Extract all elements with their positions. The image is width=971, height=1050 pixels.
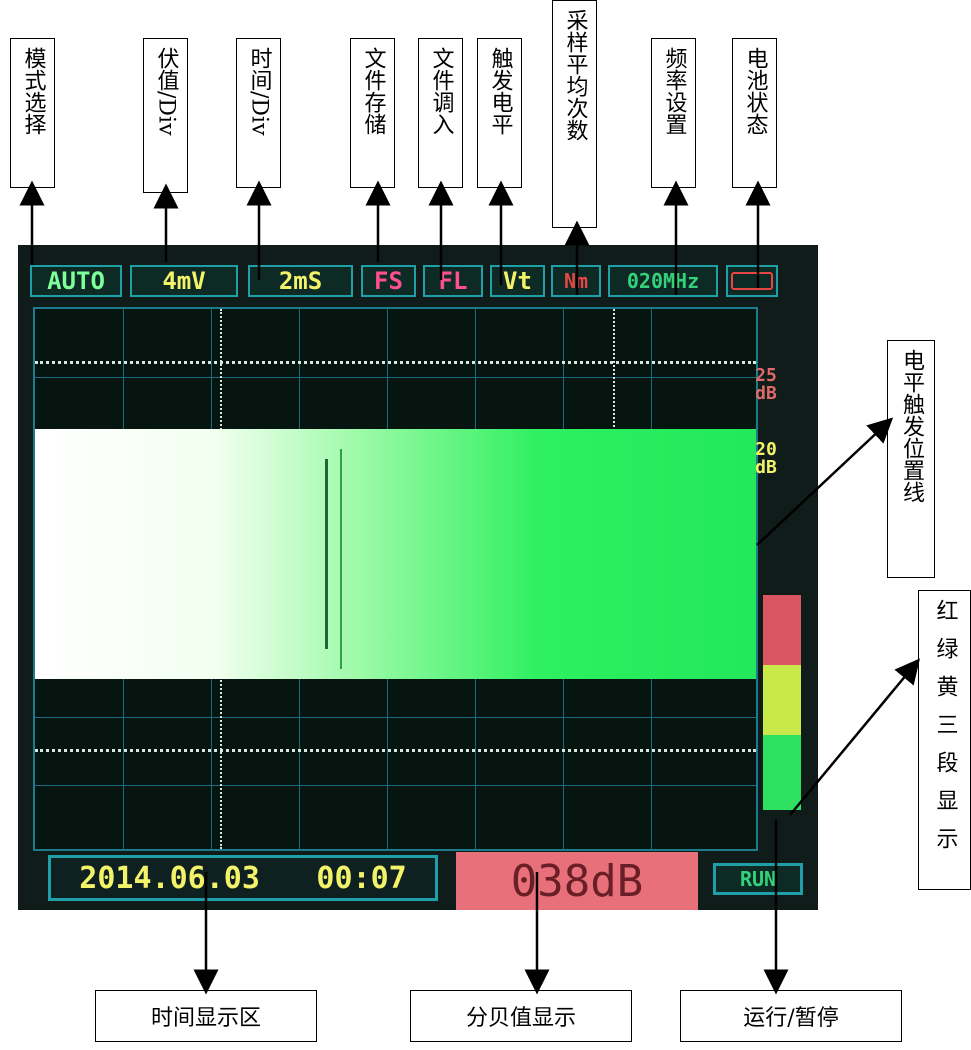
db-value-display: 038dB <box>456 852 698 910</box>
label-file-load: 文件调入 <box>418 38 463 188</box>
label-trigger-position-line: 电平触发位置线 <box>887 340 935 578</box>
label-battery-status: 电池状态 <box>732 38 777 188</box>
label-file-save: 文件存储 <box>350 38 395 188</box>
label-time-display-area: 时间显示区 <box>95 990 317 1042</box>
sample-average-button[interactable]: Nm <box>551 265 601 297</box>
run-pause-button[interactable]: RUN <box>713 863 803 895</box>
label-db-display: 分贝值显示 <box>410 990 632 1042</box>
label-three-segment-display: 红绿黄三段显示 <box>918 590 971 890</box>
frequency-button[interactable]: 020MHz <box>608 265 718 297</box>
trigger-level-button[interactable]: Vt <box>490 265 545 297</box>
label-trigger-level: 触发电平 <box>477 38 522 188</box>
signal-waveform <box>35 429 756 679</box>
label-frequency-setting: 频率设置 <box>651 38 696 188</box>
mode-button[interactable]: AUTO <box>30 265 122 297</box>
label-mode-select: 模式选择 <box>10 38 55 188</box>
label-run-pause: 运行/暂停 <box>680 990 902 1042</box>
scale-label-upper: 20 dB <box>755 439 777 478</box>
file-save-button[interactable]: FS <box>361 265 416 297</box>
file-load-button[interactable]: FL <box>423 265 483 297</box>
scale-label-top: 25 dB <box>755 365 777 404</box>
datetime-display: 2014.06.03 00:07 <box>48 855 438 901</box>
time-text: 00:07 <box>316 860 407 896</box>
time-div-button[interactable]: 2mS <box>248 265 353 297</box>
red-segment <box>763 595 801 665</box>
battery-icon <box>726 265 778 297</box>
green-segment <box>763 735 801 810</box>
yellow-segment <box>763 665 801 735</box>
label-volt-div: 伏值/Div <box>143 38 188 193</box>
lower-dotted-line <box>35 749 756 752</box>
label-time-div: 时间/Div <box>236 38 281 188</box>
volt-div-button[interactable]: 4mV <box>130 265 238 297</box>
upper-dotted-line <box>35 361 756 364</box>
oscilloscope-screen: AUTO 4mV 2mS FS FL Vt Nm 020MHz 25 dB 20… <box>18 245 818 910</box>
date-text: 2014.06.03 <box>79 860 260 896</box>
label-sample-average: 采样平均次数 <box>552 0 597 228</box>
cursor-line-2 <box>613 309 615 439</box>
waveform-plot <box>33 307 758 851</box>
